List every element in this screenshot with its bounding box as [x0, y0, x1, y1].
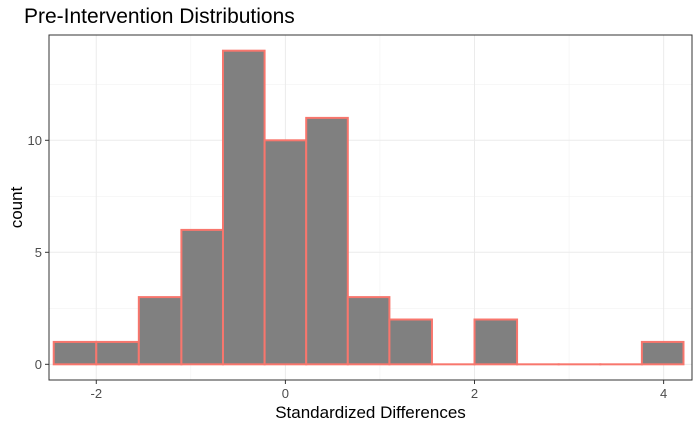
histogram-bar — [221, 49, 266, 366]
histogram-bars — [52, 49, 685, 366]
chart-title: Pre-Intervention Distributions — [24, 5, 295, 28]
histogram-bar — [388, 318, 433, 366]
histogram-bar — [52, 340, 98, 366]
y-tick-label: 0 — [35, 357, 42, 372]
x-tick-label: -2 — [90, 386, 102, 401]
histogram-bar — [137, 296, 183, 366]
histogram-bar — [473, 318, 519, 366]
histogram-bar — [263, 139, 308, 366]
histogram-bar — [640, 340, 685, 366]
x-axis-label: Standardized Differences — [275, 403, 466, 422]
y-axis-label: count — [7, 186, 26, 228]
x-tick-label: 2 — [471, 386, 478, 401]
y-tick-label: 10 — [28, 133, 42, 148]
plot-border — [48, 34, 693, 381]
y-tick-label: 5 — [35, 245, 42, 260]
axes: -2 0 2 4 0 5 10 — [28, 133, 668, 401]
x-tick-label: 4 — [660, 386, 667, 401]
histogram-bar — [346, 296, 391, 366]
x-tick-label: 0 — [282, 386, 289, 401]
histogram-bar — [180, 228, 224, 366]
histogram-bar — [95, 340, 140, 366]
histogram-bar — [305, 116, 349, 366]
